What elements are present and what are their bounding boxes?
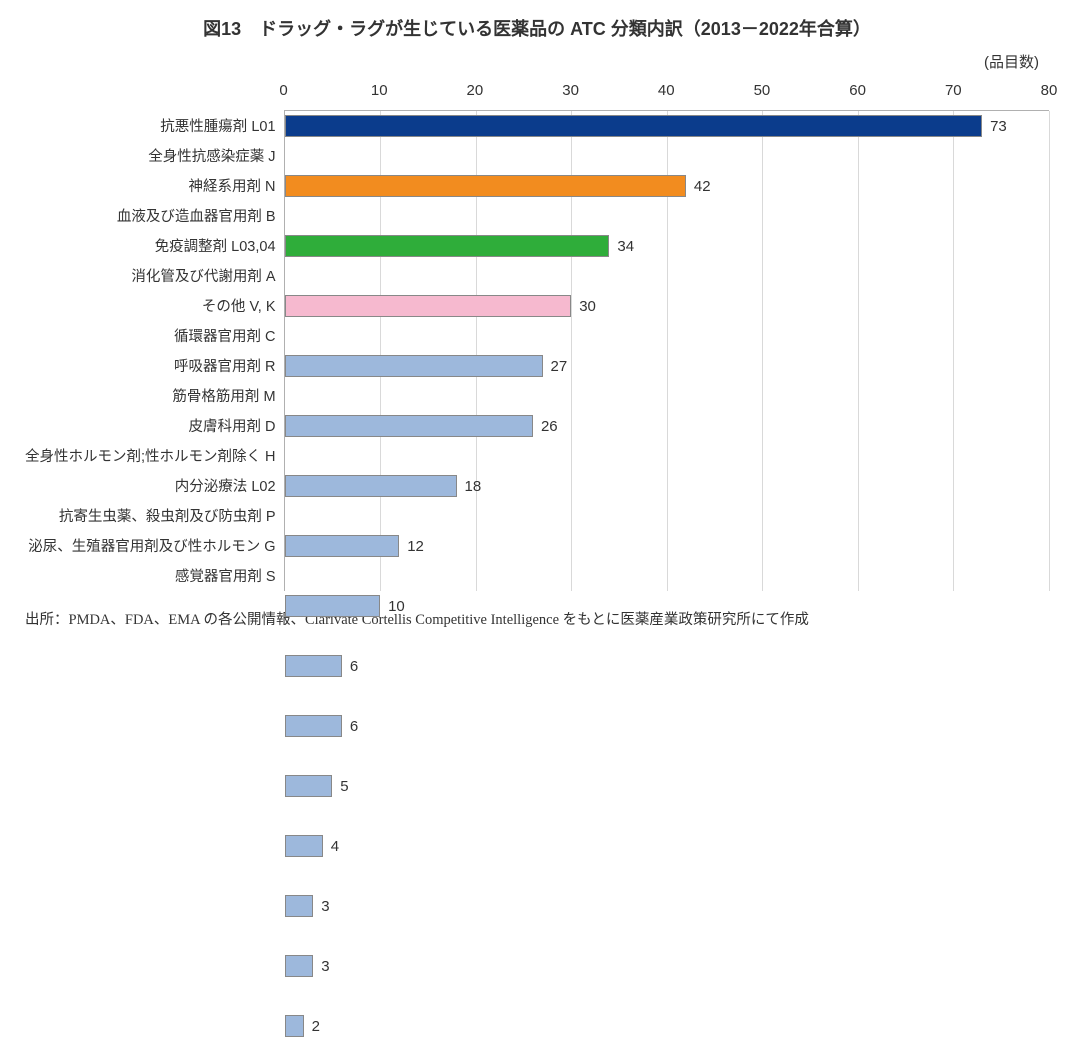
category-label: 呼吸器官用剤 R <box>25 350 284 380</box>
bar-value-label: 34 <box>617 238 634 255</box>
bar-row: 3 <box>285 891 1049 921</box>
bar-row: 2 <box>285 1011 1049 1041</box>
category-label: 神経系用剤 N <box>25 170 284 200</box>
bar-row: 10 <box>285 591 1049 621</box>
category-label: 抗寄生虫薬、殺虫剤及び防虫剤 P <box>25 500 284 530</box>
y-axis-unit-label: (品目数) <box>25 51 1049 72</box>
bar-row: 6 <box>285 711 1049 741</box>
category-label: 筋骨格筋用剤 M <box>25 380 284 410</box>
x-tick-label: 0 <box>279 82 287 99</box>
category-labels-column: 抗悪性腫瘍剤 L01全身性抗感染症薬 J神経系用剤 N血液及び造血器官用剤 B免… <box>25 76 284 591</box>
bar-row: 27 <box>285 351 1049 381</box>
x-tick-label: 70 <box>945 82 962 99</box>
x-tick-label: 60 <box>849 82 866 99</box>
gridline <box>1049 111 1050 591</box>
bar-value-label: 73 <box>990 118 1007 135</box>
x-tick-label: 30 <box>562 82 579 99</box>
bar <box>285 655 342 677</box>
category-label: その他 V, K <box>25 290 284 320</box>
category-label: 泌尿、生殖器官用剤及び性ホルモン G <box>25 530 284 560</box>
bar-row: 12 <box>285 531 1049 561</box>
bar-row: 5 <box>285 771 1049 801</box>
category-label: 免疫調整剤 L03,04 <box>25 230 284 260</box>
bar <box>285 295 572 317</box>
category-label: 全身性抗感染症薬 J <box>25 140 284 170</box>
bar-row: 73 <box>285 111 1049 141</box>
bar-value-label: 5 <box>340 778 348 795</box>
bar <box>285 955 314 977</box>
category-label: 皮膚科用剤 D <box>25 410 284 440</box>
bar-value-label: 42 <box>694 178 711 195</box>
category-label: 内分泌療法 L02 <box>25 470 284 500</box>
chart-area: 抗悪性腫瘍剤 L01全身性抗感染症薬 J神経系用剤 N血液及び造血器官用剤 B免… <box>25 76 1049 591</box>
category-label: 循環器官用剤 C <box>25 320 284 350</box>
bar <box>285 355 543 377</box>
bar <box>285 595 381 617</box>
bar <box>285 475 457 497</box>
bar-row: 4 <box>285 831 1049 861</box>
x-tick-label: 80 <box>1041 82 1058 99</box>
bar-value-label: 3 <box>321 898 329 915</box>
bar-value-label: 30 <box>579 298 596 315</box>
bar <box>285 775 333 797</box>
bar <box>285 415 533 437</box>
bars-container: 7342343027261812106654332 <box>284 110 1049 591</box>
bar-value-label: 18 <box>465 478 482 495</box>
bar-row: 42 <box>285 171 1049 201</box>
bar <box>285 535 400 557</box>
bar <box>285 235 610 257</box>
bar-value-label: 10 <box>388 598 405 615</box>
x-tick-label: 40 <box>658 82 675 99</box>
x-axis-ticks: 01020304050607080 <box>284 76 1049 110</box>
bar-value-label: 6 <box>350 718 358 735</box>
bar-row: 6 <box>285 651 1049 681</box>
bar-row: 18 <box>285 471 1049 501</box>
chart-title: 図13 ドラッグ・ラグが生じている医薬品の ATC 分類内訳（2013－2022… <box>25 15 1049 41</box>
bar-value-label: 2 <box>312 1018 320 1035</box>
category-label: 血液及び造血器官用剤 B <box>25 200 284 230</box>
bar <box>285 175 686 197</box>
bar-row: 30 <box>285 291 1049 321</box>
bar <box>285 115 983 137</box>
category-label: 消化管及び代謝用剤 A <box>25 260 284 290</box>
bar-row: 26 <box>285 411 1049 441</box>
bar <box>285 1015 304 1037</box>
bar-value-label: 26 <box>541 418 558 435</box>
x-tick-label: 50 <box>754 82 771 99</box>
category-label: 抗悪性腫瘍剤 L01 <box>25 110 284 140</box>
bar-value-label: 27 <box>551 358 568 375</box>
category-label: 全身性ホルモン剤;性ホルモン剤除く H <box>25 440 284 470</box>
bar <box>285 895 314 917</box>
bar-value-label: 3 <box>321 958 329 975</box>
x-tick-label: 20 <box>467 82 484 99</box>
bar <box>285 835 323 857</box>
bar <box>285 715 342 737</box>
bar-row: 34 <box>285 231 1049 261</box>
bar-value-label: 4 <box>331 838 339 855</box>
bar-value-label: 6 <box>350 658 358 675</box>
bar-row: 3 <box>285 951 1049 981</box>
category-label: 感覚器官用剤 S <box>25 560 284 590</box>
bar-value-label: 12 <box>407 538 424 555</box>
x-tick-label: 10 <box>371 82 388 99</box>
plot-column: 01020304050607080 7342343027261812106654… <box>284 76 1049 591</box>
